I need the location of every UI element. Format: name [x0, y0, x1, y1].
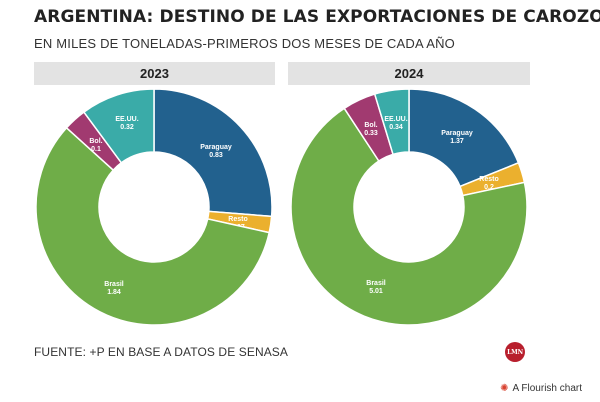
panel-header-2023: [34, 62, 275, 85]
flourish-credit[interactable]: ✺ A Flourish chart: [500, 383, 582, 394]
slice-brasil-2024: [290, 107, 528, 326]
slice-label: Paraguay: [441, 130, 473, 137]
slice-paraguay-2023: [153, 88, 273, 218]
donut-charts: 2023Paraguay0.83Resto0.07Brasil1.84Bol.0…: [34, 62, 530, 326]
slice-label: Resto: [228, 216, 247, 223]
slice-value: 1.84: [107, 289, 121, 296]
slice-label: Resto: [479, 176, 498, 183]
chart-subtitle: EN MILES DE TONELADAS-PRIMEROS DOS MESES…: [34, 36, 455, 51]
slice-eeuu-2024: [373, 88, 410, 156]
slice-value: 0.33: [364, 130, 378, 137]
chart-title: ARGENTINA: DESTINO DE LAS EXPORTACIONES …: [34, 7, 600, 27]
slice-eeuu-2023: [82, 88, 155, 164]
slice-label: EE.UU.: [115, 116, 138, 123]
slice-label: EE.UU.: [384, 116, 407, 123]
slice-value: 0.2: [484, 184, 494, 191]
slice-label: Brasil: [104, 281, 124, 288]
flourish-credit-label: A Flourish chart: [512, 383, 582, 394]
slice-value: 0.32: [120, 124, 134, 131]
slice-brasil-2023: [35, 126, 271, 326]
slice-value: 0.83: [209, 152, 223, 159]
panel-title-2024: 2024: [395, 66, 425, 81]
slice-label: Bol.: [364, 122, 377, 129]
panel-title-2023: 2023: [140, 66, 169, 81]
flourish-icon: ✺: [500, 382, 509, 394]
slice-label: Bol.: [89, 138, 102, 145]
slice-label: Paraguay: [200, 144, 232, 151]
source-note: FUENTE: +P EN BASE A DATOS DE SENASA: [34, 345, 289, 359]
slice-paraguay-2024: [408, 88, 520, 188]
panel-header-2024: [288, 62, 530, 85]
slice-value: 5.01: [369, 288, 383, 295]
donut-2024: 2024Paraguay1.37Resto0.2Brasil5.01Bol.0.…: [288, 62, 530, 326]
slice-label: Brasil: [366, 280, 386, 287]
lmn-logo: LMN: [505, 342, 525, 362]
slice-value: 0.1: [91, 146, 101, 153]
slice-value: 1.37: [450, 138, 464, 145]
donut-2023: 2023Paraguay0.83Resto0.07Brasil1.84Bol.0…: [34, 62, 275, 326]
slice-value: 0.34: [389, 124, 403, 131]
